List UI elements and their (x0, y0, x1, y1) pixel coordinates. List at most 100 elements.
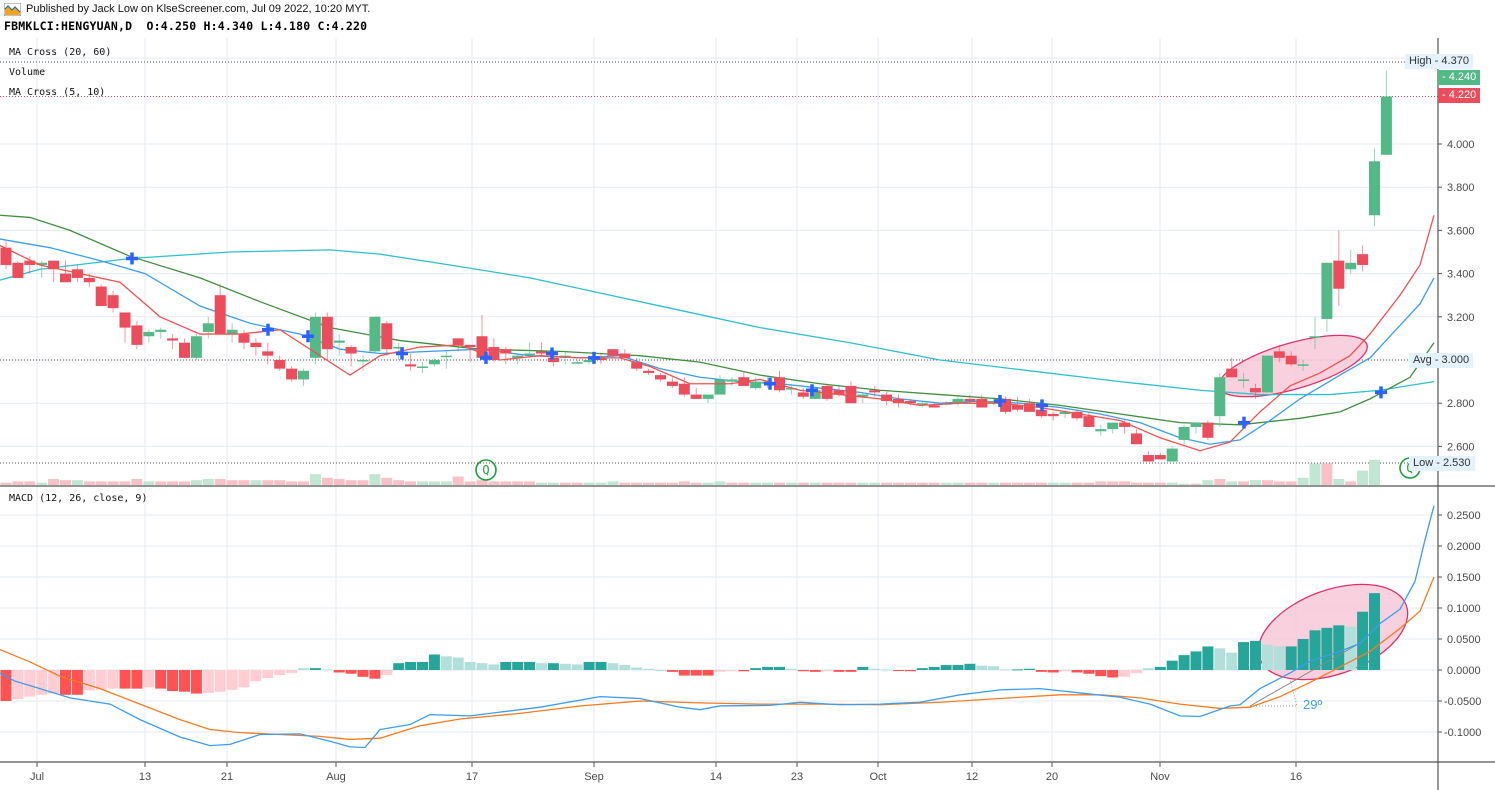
candle-body[interactable] (369, 316, 381, 352)
candle-body[interactable] (1131, 433, 1142, 445)
candle-body[interactable] (797, 392, 809, 397)
candle-body[interactable] (524, 353, 536, 356)
candle-body[interactable] (1345, 262, 1357, 270)
candle-body[interactable] (1261, 355, 1273, 393)
candle-body[interactable] (583, 360, 595, 363)
legend-ma-cross-5-10[interactable]: MA Cross (5, 10) (9, 87, 106, 98)
candle-body[interactable] (167, 338, 179, 341)
quarterly-report-icon[interactable] (475, 459, 497, 481)
candle-body[interactable] (24, 260, 36, 265)
candle-body[interactable] (1119, 422, 1131, 427)
candle-body[interactable] (274, 360, 286, 369)
candle-body[interactable] (547, 357, 559, 363)
candle-body[interactable] (1071, 411, 1083, 419)
candle-body[interactable] (821, 385, 833, 399)
candle-body[interactable] (785, 388, 797, 390)
candle-body[interactable] (857, 394, 869, 397)
candle-body[interactable] (1142, 455, 1154, 462)
candle-body[interactable] (1047, 414, 1059, 417)
candle-body[interactable] (298, 370, 309, 380)
candle-body[interactable] (916, 403, 928, 405)
candle-body[interactable] (595, 357, 607, 360)
candle-body[interactable] (107, 295, 119, 309)
highlight-ellipse-price[interactable] (1213, 323, 1374, 410)
candle-body[interactable] (95, 286, 107, 306)
candle-body[interactable] (36, 262, 48, 265)
candle-body[interactable] (774, 377, 785, 391)
candle-body[interactable] (881, 394, 893, 402)
candle-body[interactable] (988, 401, 1000, 403)
candle-body[interactable] (1369, 161, 1380, 216)
candle-body[interactable] (750, 381, 762, 389)
candle-body[interactable] (333, 340, 345, 343)
candle-body[interactable] (405, 364, 417, 367)
candle-body[interactable] (428, 360, 440, 365)
candle-body[interactable] (964, 398, 976, 402)
candle-body[interactable] (238, 334, 250, 343)
candle-body[interactable] (1107, 422, 1119, 430)
candle-body[interactable] (464, 344, 476, 348)
candle-body[interactable] (60, 273, 71, 283)
candle-body[interactable] (607, 349, 619, 356)
trend-line[interactable] (1249, 642, 1361, 707)
candle-body[interactable] (1059, 411, 1071, 414)
candle-body[interactable] (619, 353, 631, 358)
candle-body[interactable] (179, 342, 190, 358)
candle-body[interactable] (190, 336, 202, 358)
candle-body[interactable] (655, 375, 666, 380)
candle-body[interactable] (869, 390, 881, 393)
candle-body[interactable] (1023, 403, 1035, 412)
legend-macd[interactable]: MACD (12, 26, close, 9) (9, 493, 148, 504)
candle-body[interactable] (1190, 422, 1202, 427)
candle-body[interactable] (83, 277, 95, 283)
candle-body[interactable] (631, 362, 643, 369)
candle-body[interactable] (488, 347, 500, 360)
candle-body[interactable] (714, 379, 726, 395)
candle-body[interactable] (1095, 429, 1107, 432)
candle-body[interactable] (809, 390, 821, 399)
candle-body[interactable] (309, 316, 321, 358)
candle-body[interactable] (536, 351, 547, 354)
candle-body[interactable] (1250, 388, 1261, 393)
candle-body[interactable] (1226, 368, 1238, 378)
candle-body[interactable] (226, 329, 238, 335)
candle-body[interactable] (666, 381, 678, 386)
candle-body[interactable] (952, 398, 964, 404)
candle-body[interactable] (321, 316, 333, 350)
candle-body[interactable] (1012, 405, 1023, 410)
candle-body[interactable] (928, 405, 940, 408)
candle-body[interactable] (904, 401, 916, 404)
candle-body[interactable] (1202, 422, 1214, 438)
candle-body[interactable] (1297, 364, 1309, 366)
candle-body[interactable] (1178, 426, 1190, 440)
candle-body[interactable] (1154, 455, 1166, 460)
candle-body[interactable] (155, 329, 167, 332)
candle-body[interactable] (1035, 409, 1047, 417)
legend-volume[interactable]: Volume (9, 67, 46, 78)
candle-body[interactable] (512, 355, 524, 358)
candle-body[interactable] (345, 347, 357, 354)
candle-body[interactable] (690, 394, 702, 399)
candle-body[interactable] (381, 323, 393, 350)
candle-body[interactable] (1273, 351, 1285, 358)
candle-body[interactable] (0, 247, 12, 265)
candle-body[interactable] (500, 349, 512, 354)
candle-body[interactable] (1000, 398, 1012, 412)
candle-body[interactable] (1321, 262, 1333, 319)
candle-body[interactable] (1166, 448, 1178, 462)
legend-ma-cross-20-60[interactable]: MA Cross (20, 60) (9, 47, 112, 58)
candle-body[interactable] (1380, 96, 1392, 155)
candle-body[interactable] (1309, 336, 1321, 338)
candle-body[interactable] (1238, 379, 1250, 381)
candle-body[interactable] (262, 351, 274, 356)
candle-body[interactable] (476, 336, 488, 358)
candle-body[interactable] (643, 370, 655, 373)
candle-body[interactable] (357, 360, 369, 362)
candle-body[interactable] (131, 325, 143, 345)
candle-body[interactable] (845, 385, 857, 404)
candle-body[interactable] (286, 368, 298, 380)
candle-body[interactable] (1357, 254, 1369, 265)
candle-body[interactable] (893, 398, 904, 404)
candle-body[interactable] (1083, 416, 1095, 427)
candle-body[interactable] (393, 347, 405, 349)
